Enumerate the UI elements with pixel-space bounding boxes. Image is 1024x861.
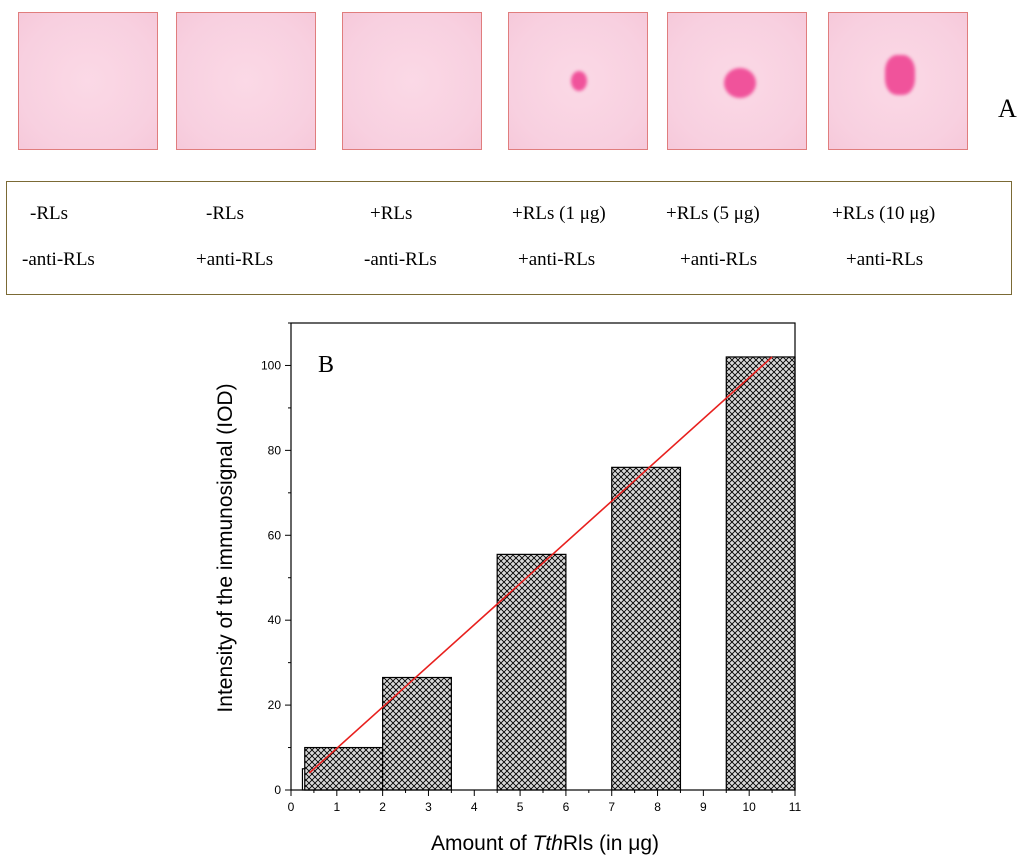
bar-chart: 0 1 2 3 4 5 6 7 8 9 10 11 0 20 40 60 80 100 B Intensity o…	[214, 322, 802, 855]
blot-2	[176, 12, 316, 150]
condition-3-line1: +RLs	[370, 203, 413, 224]
x-tick-label: 10	[743, 800, 757, 814]
x-tick-label: 1	[333, 800, 340, 814]
y-tick-label: 80	[268, 443, 282, 457]
x-axis-label-part-2: Tth	[533, 832, 563, 855]
blot-4	[508, 12, 648, 150]
condition-4-line1: +RLs (1 μg)	[512, 203, 606, 224]
x-tick-label: 5	[517, 800, 524, 814]
x-tick-label: 4	[471, 800, 478, 814]
blot-3	[342, 12, 482, 150]
fit-line	[308, 356, 773, 774]
condition-3-line2: -anti-RLs	[364, 249, 437, 270]
x-tick-label: 11	[789, 800, 802, 814]
bar-6	[725, 356, 796, 791]
condition-5-line2: +anti-RLs	[680, 249, 758, 270]
y-axis-label: Intensity of the immunosignal (IOD)	[214, 383, 237, 712]
blot-spot	[724, 68, 756, 98]
condition-5-line1: +RLs (5 μg)	[666, 203, 760, 224]
panel-b-label: B	[318, 352, 334, 378]
condition-2-line1: -RLs	[206, 203, 244, 224]
blot-spot	[571, 71, 587, 91]
condition-4-line2: +anti-RLs	[518, 249, 596, 270]
x-tick-label: 2	[379, 800, 386, 814]
x-tick-label: 6	[563, 800, 570, 814]
x-tick-label: 8	[654, 800, 661, 814]
x-axis-label-part-3: Rls (in μg)	[563, 832, 659, 855]
y-tick-label: 100	[261, 358, 281, 372]
blot-5	[667, 12, 807, 150]
bar-3	[382, 676, 452, 791]
condition-6-line1: +RLs (10 μg)	[832, 203, 936, 224]
condition-1-line2: -anti-RLs	[22, 249, 95, 270]
panel-a-label: A	[998, 94, 1017, 123]
y-tick-label: 40	[268, 613, 282, 627]
blot-1	[18, 12, 158, 150]
y-tick-label: 0	[274, 783, 281, 797]
condition-1-line1: -RLs	[30, 203, 68, 224]
x-tick-label: 7	[608, 800, 615, 814]
condition-6-line2: +anti-RLs	[846, 249, 924, 270]
fit-line-layer	[308, 356, 773, 774]
conditions-table	[6, 181, 1012, 295]
x-tick-label: 3	[425, 800, 432, 814]
blot-6	[828, 12, 968, 150]
bars-layer	[301, 356, 796, 791]
x-tick-label: 0	[288, 800, 295, 814]
bar-5	[611, 466, 682, 791]
bar-2	[304, 746, 384, 791]
condition-2-line2: +anti-RLs	[196, 249, 274, 270]
bar-4	[496, 553, 567, 791]
y-tick-label: 20	[268, 698, 282, 712]
blot-spot	[885, 55, 915, 95]
ticks-layer: 0 1 2 3 4 5 6 7 8 9 10 11 0 20 40 60 80 100	[261, 322, 802, 814]
x-axis-label: Amount of TthRls (in μg)	[431, 832, 659, 855]
y-tick-label: 60	[268, 528, 282, 542]
x-axis-label-part-1: Amount of	[431, 832, 533, 855]
x-tick-label: 9	[700, 800, 707, 814]
